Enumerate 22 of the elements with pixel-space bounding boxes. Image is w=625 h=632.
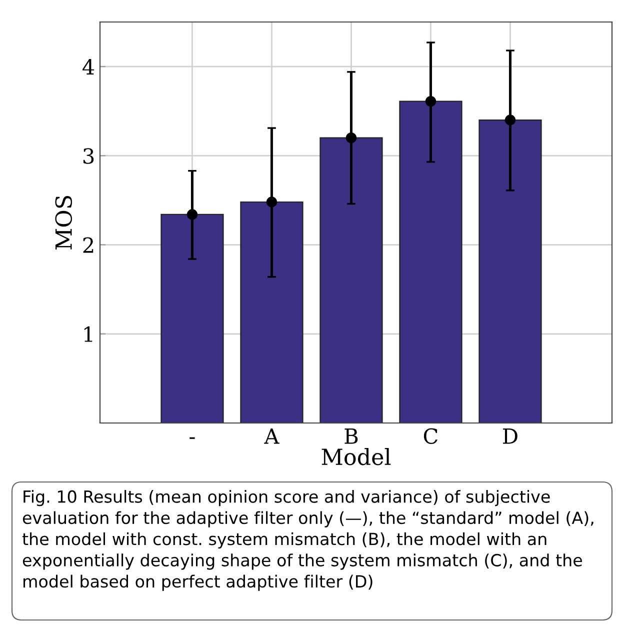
x-tick-label: - — [190, 437, 195, 439]
bar — [320, 137, 383, 423]
bar — [478, 119, 542, 423]
point — [266, 196, 278, 208]
x-axis-title: Model — [322, 448, 391, 466]
x-tick-label: D — [503, 428, 518, 444]
bar — [399, 100, 462, 423]
caption: Fig. 10 Results (mean opinion score and variance) of subjective evaluation for the adaptive filter only (—), the “standard” model (A), the model with const. system mismatch (B), the model with an exponentially decaying shape of the system mismatch (C), and the model based on perfect adaptive filter (D) — [22, 490, 594, 591]
y-tick-label: 4 — [82, 59, 94, 74]
x-tick-label: C — [424, 428, 438, 444]
bar — [240, 201, 304, 423]
point — [186, 209, 198, 220]
x-tick-label: A — [264, 428, 280, 444]
point — [425, 96, 436, 107]
bar — [160, 214, 224, 423]
point — [504, 114, 516, 126]
y-tick-label: 3 — [83, 148, 94, 164]
y-tick-label: 1 — [84, 326, 92, 342]
y-axis-title: MOS — [55, 196, 72, 250]
x-tick-label: B — [344, 428, 358, 444]
y-tick-label: 2 — [83, 237, 94, 253]
point — [346, 132, 357, 144]
